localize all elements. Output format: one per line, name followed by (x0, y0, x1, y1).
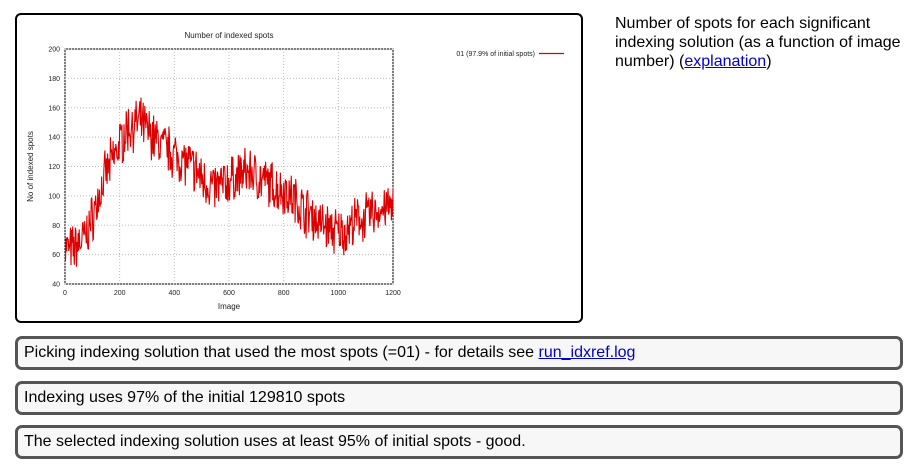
y-tick-label: 120 (48, 164, 60, 171)
message-box-solution: Picking indexing solution that used the … (15, 336, 903, 370)
chart-title: Number of indexed spots (185, 31, 274, 40)
message-box-verdict: The selected indexing solution uses at l… (15, 425, 903, 459)
message-text: The selected indexing solution uses at l… (24, 433, 526, 450)
chart: 0 200 400 600 800 1000 1200 40 60 80 100 120 140 160 1… (26, 31, 564, 311)
y-tick-label: 200 (48, 47, 60, 54)
idxref-log-link[interactable]: run_idxref.log (538, 344, 636, 361)
chart-description: Number of spots for each significant ind… (615, 14, 907, 71)
x-tick-label: 800 (278, 290, 290, 297)
message-text: Picking indexing solution that used the … (24, 344, 539, 361)
x-tick-label: 600 (223, 290, 235, 297)
grid-lines (64, 48, 394, 285)
y-tick-label: 60 (52, 252, 60, 259)
x-tick-label: 1000 (331, 290, 347, 297)
y-tick-label: 40 (52, 282, 60, 289)
axis-ticks: 0 200 400 600 800 1000 1200 40 60 80 100 120 140 160 1… (48, 47, 401, 298)
y-tick-label: 140 (48, 135, 60, 142)
description-close: ) (766, 53, 772, 70)
y-tick-label: 80 (52, 223, 60, 230)
y-tick-label: 180 (48, 76, 60, 83)
x-tick-label: 200 (114, 290, 126, 297)
y-axis-label: No of indexed spots (26, 131, 35, 202)
series-line-01 (64, 97, 394, 267)
y-tick-label: 100 (48, 193, 60, 200)
explanation-link[interactable]: explanation (684, 53, 767, 70)
message-text: Indexing uses 97% of the initial 129810 … (24, 389, 346, 406)
x-axis-label: Image (218, 302, 241, 311)
x-tick-label: 0 (63, 290, 67, 297)
legend-label: 01 (97.9% of initial spots) (456, 51, 535, 58)
plot-frame: 0 200 400 600 800 1000 1200 40 60 80 100 120 140 160 1… (15, 13, 583, 323)
description-text: Number of spots for each significant ind… (615, 15, 901, 70)
x-tick-label: 1200 (385, 290, 401, 297)
x-tick-label: 400 (168, 290, 180, 297)
y-tick-label: 160 (48, 105, 60, 112)
message-box-usage: Indexing uses 97% of the initial 129810 … (15, 381, 903, 415)
